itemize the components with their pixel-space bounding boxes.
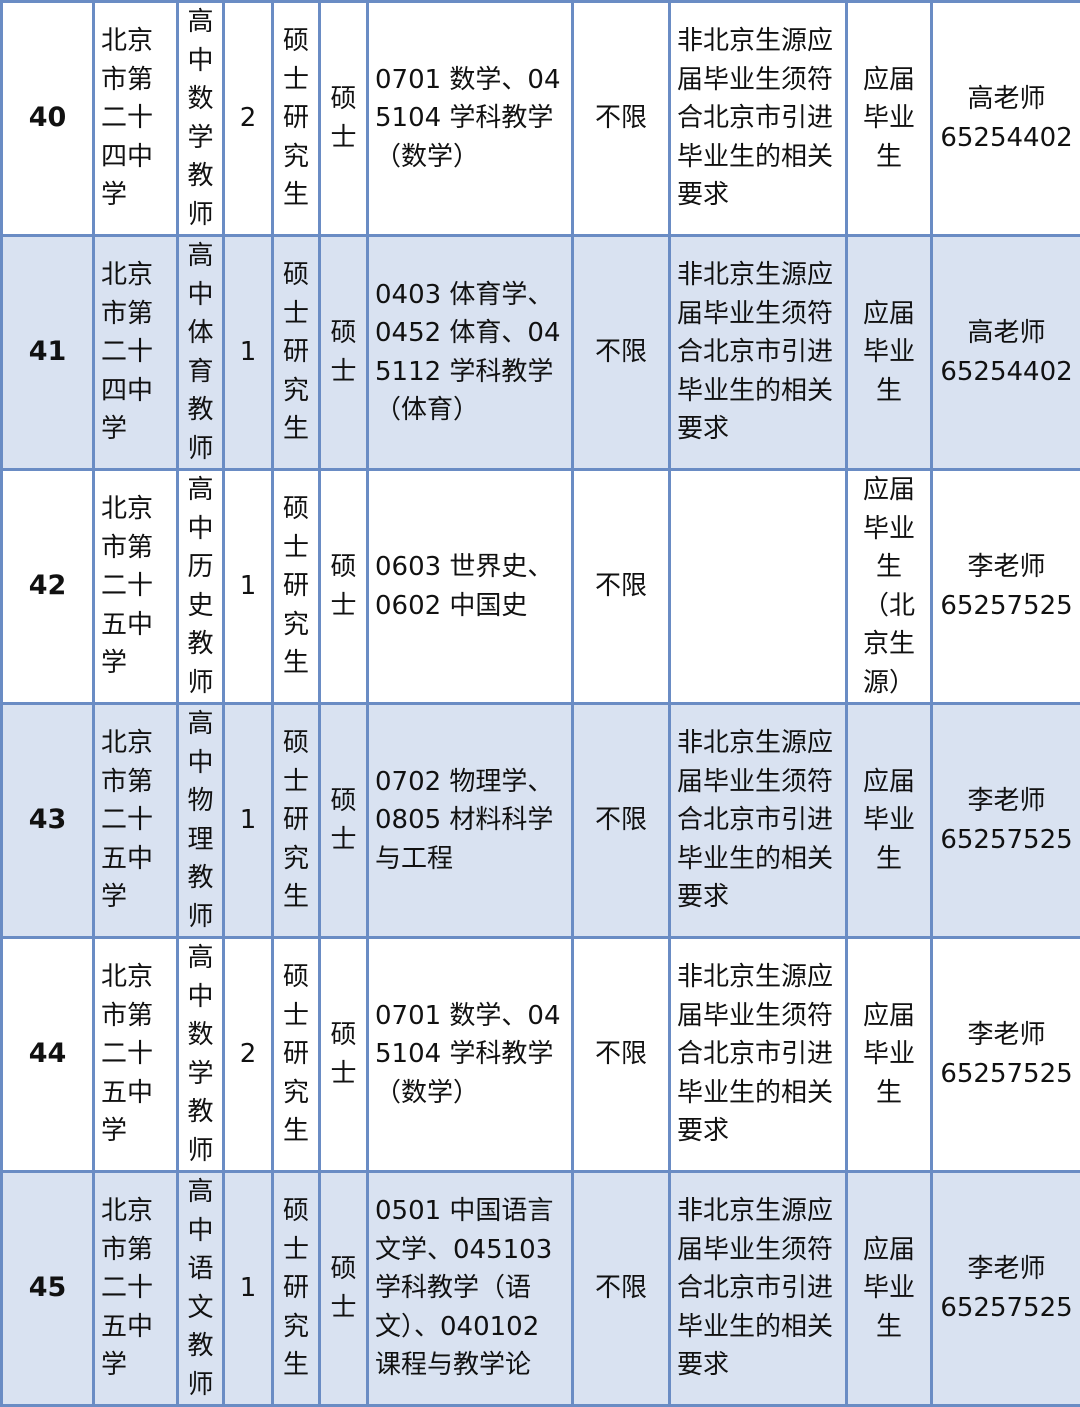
table-row: 43 北京市第二十五中学 高中物理教师 1 硕士研究生 硕士 0702 物理学、… (2, 704, 1080, 938)
age-cell: 不限 (573, 938, 670, 1172)
note-cell: 非北京生源应届毕业生须符合北京市引进毕业生的相关要求 (670, 2, 847, 236)
age-cell: 不限 (573, 470, 670, 704)
count-cell: 1 (224, 1172, 273, 1406)
table-row: 44 北京市第二十五中学 高中数学教师 2 硕士研究生 硕士 0701 数学、0… (2, 938, 1080, 1172)
count-cell: 2 (224, 938, 273, 1172)
major-cell: 0701 数学、045104 学科教学（数学） (368, 2, 573, 236)
contact-cell: 李老师 65257525 (932, 938, 1080, 1172)
contact-cell: 李老师 65257525 (932, 1172, 1080, 1406)
degree-cell: 硕士 (320, 2, 368, 236)
major-cell: 0501 中国语言文学、045103 学科教学（语文）、040102 课程与教学… (368, 1172, 573, 1406)
position-cell: 高中体育教师 (178, 236, 224, 470)
school-cell: 北京市第二十五中学 (94, 1172, 178, 1406)
note-cell: 非北京生源应届毕业生须符合北京市引进毕业生的相关要求 (670, 938, 847, 1172)
contact-cell: 高老师 65254402 (932, 2, 1080, 236)
degree-cell: 硕士 (320, 1172, 368, 1406)
row-number: 43 (2, 704, 94, 938)
table-row: 41 北京市第二十四中学 高中体育教师 1 硕士研究生 硕士 0403 体育学、… (2, 236, 1080, 470)
note-cell (670, 470, 847, 704)
degree-cell: 硕士 (320, 236, 368, 470)
major-cell: 0702 物理学、0805 材料科学与工程 (368, 704, 573, 938)
type-cell: 应届毕业生 (847, 236, 932, 470)
count-cell: 2 (224, 2, 273, 236)
degree-cell: 硕士 (320, 704, 368, 938)
count-cell: 1 (224, 470, 273, 704)
education-cell: 硕士研究生 (273, 470, 320, 704)
row-number: 44 (2, 938, 94, 1172)
position-cell: 高中数学教师 (178, 938, 224, 1172)
row-number: 42 (2, 470, 94, 704)
education-cell: 硕士研究生 (273, 704, 320, 938)
position-cell: 高中物理教师 (178, 704, 224, 938)
count-cell: 1 (224, 236, 273, 470)
type-cell: 应届毕业生 (847, 2, 932, 236)
school-cell: 北京市第二十四中学 (94, 236, 178, 470)
contact-cell: 李老师 65257525 (932, 704, 1080, 938)
age-cell: 不限 (573, 704, 670, 938)
contact-cell: 李老师 65257525 (932, 470, 1080, 704)
row-number: 41 (2, 236, 94, 470)
note-cell: 非北京生源应届毕业生须符合北京市引进毕业生的相关要求 (670, 704, 847, 938)
school-cell: 北京市第二十五中学 (94, 938, 178, 1172)
education-cell: 硕士研究生 (273, 938, 320, 1172)
position-cell: 高中语文教师 (178, 1172, 224, 1406)
age-cell: 不限 (573, 2, 670, 236)
type-cell: 应届毕业生 (847, 1172, 932, 1406)
count-cell: 1 (224, 704, 273, 938)
school-cell: 北京市第二十五中学 (94, 704, 178, 938)
contact-cell: 高老师 65254402 (932, 236, 1080, 470)
education-cell: 硕士研究生 (273, 2, 320, 236)
education-cell: 硕士研究生 (273, 236, 320, 470)
table-row: 42 北京市第二十五中学 高中历史教师 1 硕士研究生 硕士 0603 世界史、… (2, 470, 1080, 704)
school-cell: 北京市第二十四中学 (94, 2, 178, 236)
type-cell: 应届毕业生 (847, 938, 932, 1172)
age-cell: 不限 (573, 236, 670, 470)
note-cell: 非北京生源应届毕业生须符合北京市引进毕业生的相关要求 (670, 1172, 847, 1406)
age-cell: 不限 (573, 1172, 670, 1406)
degree-cell: 硕士 (320, 938, 368, 1172)
major-cell: 0403 体育学、0452 体育、045112 学科教学（体育） (368, 236, 573, 470)
table-row: 40 北京市第二十四中学 高中数学教师 2 硕士研究生 硕士 0701 数学、0… (2, 2, 1080, 236)
type-cell: 应届毕业生（北京生源） (847, 470, 932, 704)
education-cell: 硕士研究生 (273, 1172, 320, 1406)
row-number: 40 (2, 2, 94, 236)
note-cell: 非北京生源应届毕业生须符合北京市引进毕业生的相关要求 (670, 236, 847, 470)
position-cell: 高中数学教师 (178, 2, 224, 236)
row-number: 45 (2, 1172, 94, 1406)
major-cell: 0603 世界史、0602 中国史 (368, 470, 573, 704)
position-cell: 高中历史教师 (178, 470, 224, 704)
school-cell: 北京市第二十五中学 (94, 470, 178, 704)
type-cell: 应届毕业生 (847, 704, 932, 938)
table-row: 45 北京市第二十五中学 高中语文教师 1 硕士研究生 硕士 0501 中国语言… (2, 1172, 1080, 1406)
degree-cell: 硕士 (320, 470, 368, 704)
major-cell: 0701 数学、045104 学科教学（数学） (368, 938, 573, 1172)
